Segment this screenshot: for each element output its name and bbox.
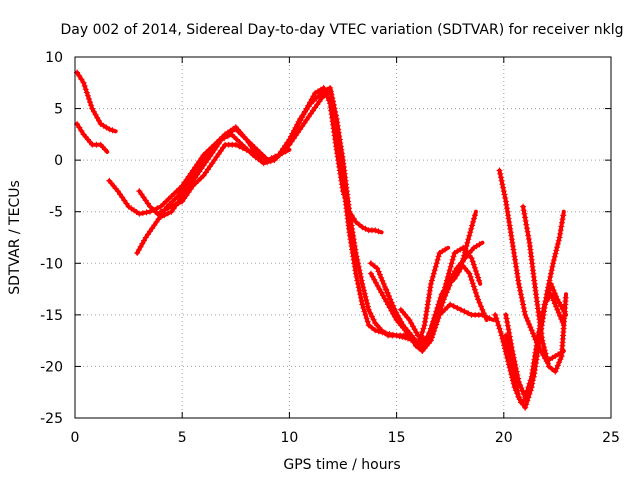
chart-title: Day 002 of 2014, Sidereal Day-to-day VTE… <box>61 22 624 38</box>
y-tick-label: 0 <box>54 153 63 169</box>
y-tick-label: -25 <box>40 411 63 427</box>
x-tick-label: 10 <box>280 430 298 446</box>
series-markers <box>157 87 493 354</box>
y-tick-label: -5 <box>49 205 63 221</box>
x-tick-label: 0 <box>71 430 80 446</box>
series-sat-o <box>520 203 569 375</box>
series-markers <box>520 203 569 375</box>
series-markers <box>397 260 489 344</box>
series-markers <box>74 121 108 153</box>
series-sat-b <box>74 121 110 154</box>
axis-ticks: 0 5 10 15 20 25 10 5 0 -5 -10 -15 -20 -25 <box>40 50 620 446</box>
x-tick-label: 5 <box>178 430 187 446</box>
y-tick-label: 10 <box>45 50 63 66</box>
series-markers <box>74 69 116 134</box>
plot-frame <box>74 56 612 419</box>
series-sat-f <box>157 87 496 354</box>
y-tick-label: -20 <box>40 359 63 375</box>
series-line <box>75 70 118 134</box>
y-tick-label: -15 <box>40 308 63 324</box>
x-tick-label: 25 <box>602 430 620 446</box>
series-line <box>137 85 451 348</box>
x-tick-label: 20 <box>495 430 513 446</box>
y-axis-label: SDTVAR / TECUs <box>7 180 23 295</box>
y-tick-label: -10 <box>40 256 63 272</box>
series-sat-a <box>74 69 118 134</box>
series-sat-j <box>397 260 489 344</box>
x-tick-label: 15 <box>388 430 406 446</box>
x-axis-label: GPS time / hours <box>283 457 400 473</box>
y-tick-label: 5 <box>54 102 63 118</box>
data-series <box>74 69 569 411</box>
